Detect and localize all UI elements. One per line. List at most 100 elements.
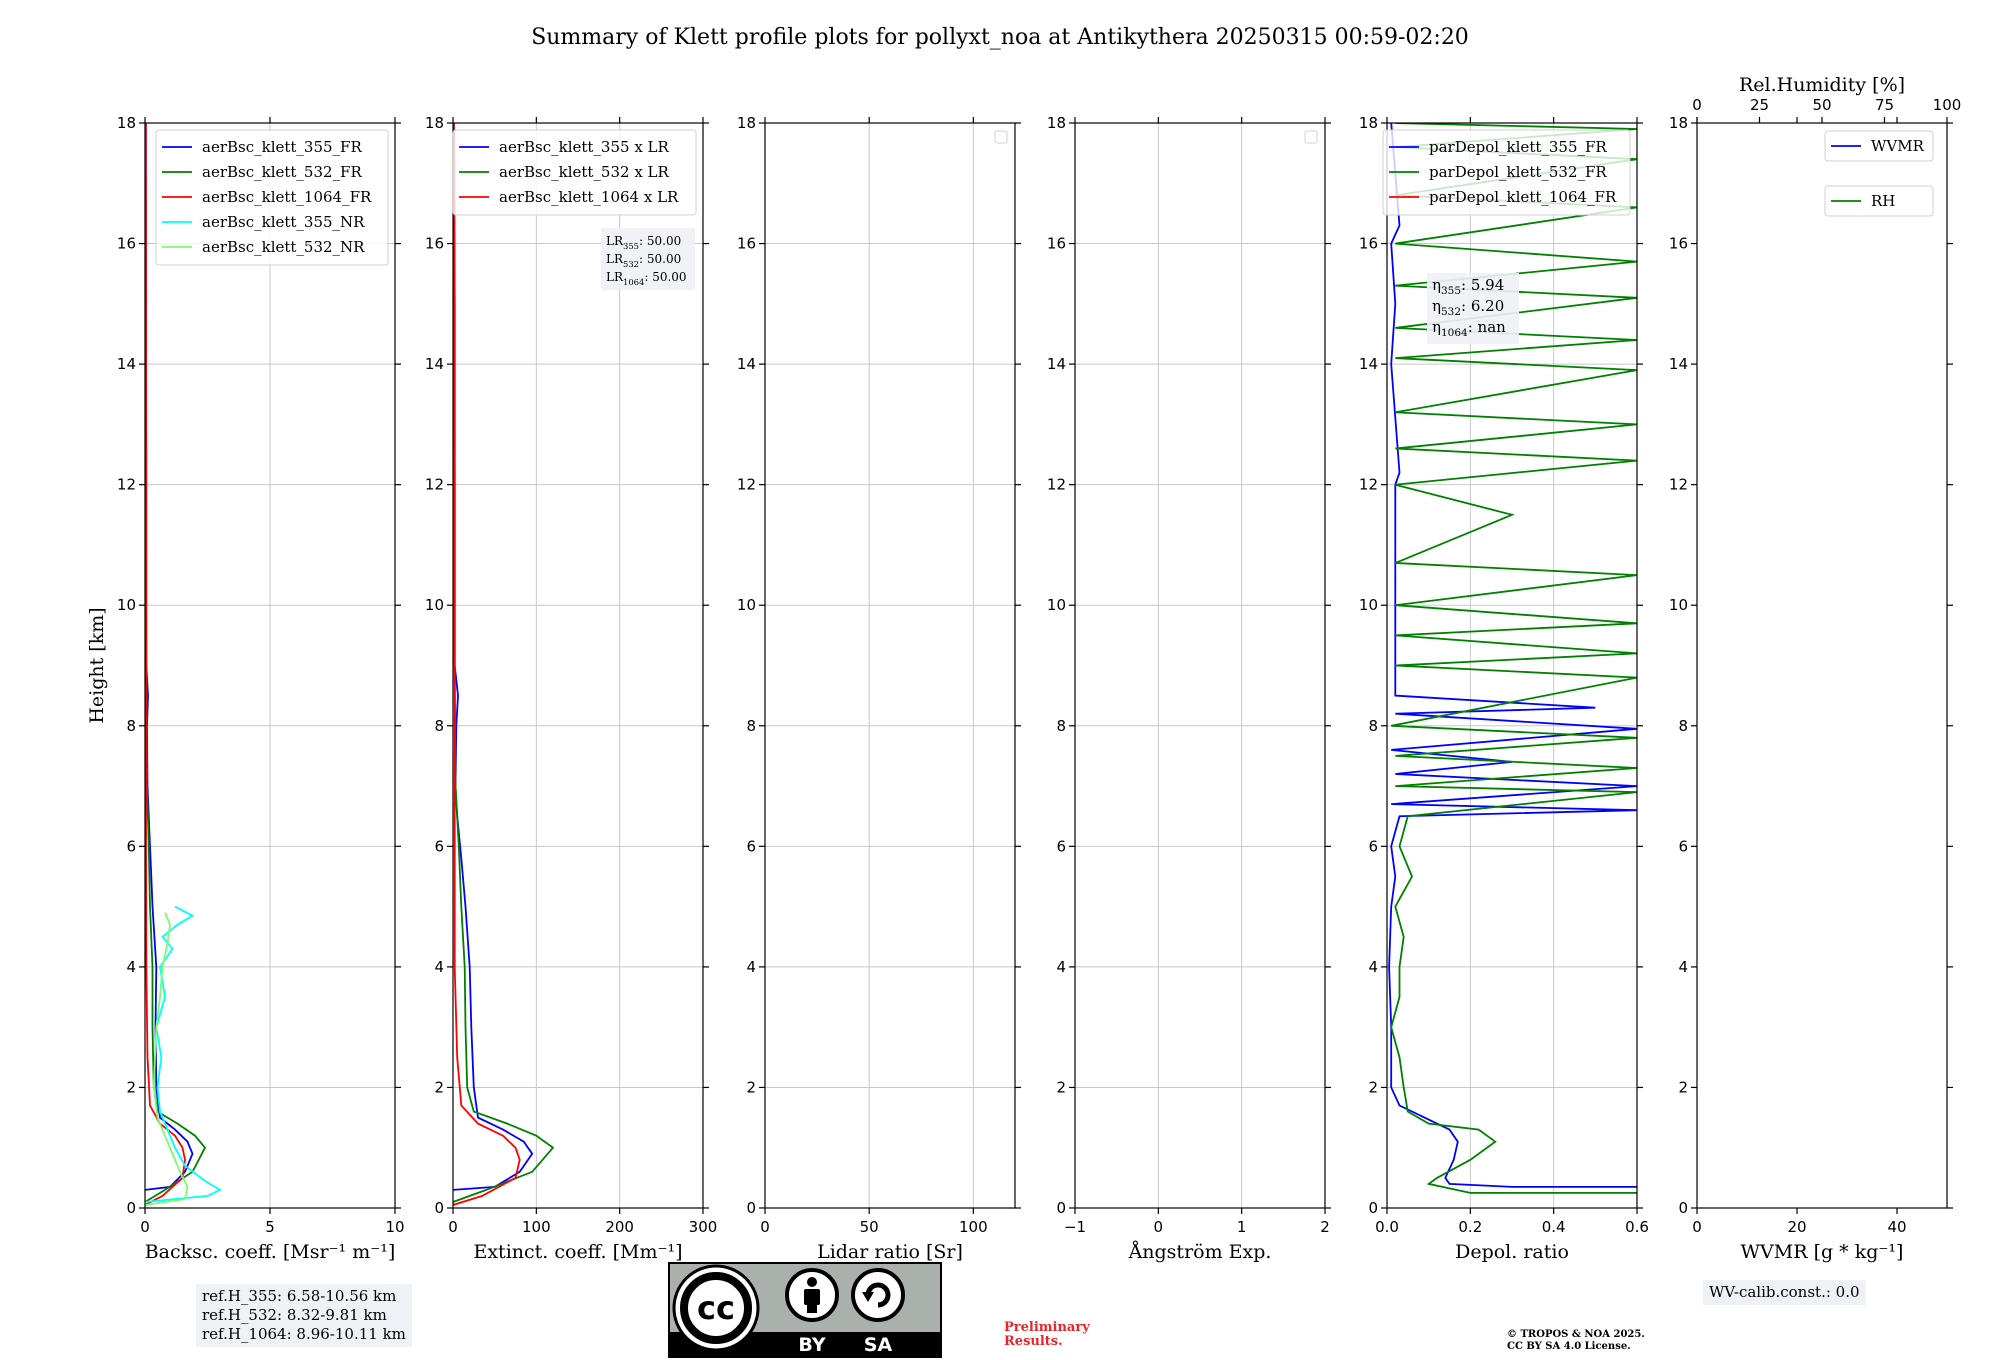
series-group [1388, 123, 1637, 1194]
y-tick-label: 2 [434, 1078, 444, 1096]
y-tick-label: 2 [746, 1078, 756, 1096]
preliminary-line-2: Results. [1004, 1334, 1063, 1349]
x-tick-label: 200 [605, 1218, 634, 1236]
y-tick-label: 0 [1056, 1199, 1066, 1217]
annotation-text: LR532: 50.00 [606, 252, 681, 269]
y-tick-label: 4 [126, 958, 136, 976]
axes-frame [452, 122, 704, 1209]
x-tick-label: −1 [1064, 1218, 1086, 1236]
series-group [453, 123, 555, 1206]
legend-label: aerBsc_klett_532_NR [202, 238, 365, 256]
series-line-3 [453, 123, 521, 1206]
copyright-note: © TROPOS & NOA 2025. CC BY SA 4.0 Licens… [1507, 1329, 1645, 1353]
x-axis-label: Lidar ratio [Sr] [817, 1241, 963, 1263]
panel-2: 0 2 4 6 8 10 12 14 16 18 0 100 200 300 Extinct. coeff.… [425, 114, 717, 1263]
annotation-box [1427, 273, 1519, 344]
y-tick-label: 16 [1047, 235, 1066, 253]
series-line-1 [1388, 123, 1637, 1188]
x-axis-label: WVMR [g * kg⁻¹] [1741, 1241, 1904, 1263]
y-tick-label: 10 [1359, 596, 1378, 614]
annotation-box [601, 228, 695, 290]
y-tick-label: 8 [1056, 717, 1066, 735]
series-line-5 [145, 912, 189, 1206]
legend-label: WVMR [1871, 137, 1925, 155]
top-tick-label: 75 [1875, 96, 1894, 114]
x-tick-label: 0.6 [1625, 1218, 1649, 1236]
y-tick-label: 4 [746, 958, 756, 976]
series-line-4 [145, 905, 222, 1203]
x-tick-label: 100 [522, 1218, 551, 1236]
empty-legend-box [994, 130, 1008, 144]
x-axis-label: Depol. ratio [1455, 1241, 1569, 1263]
x-tick-label: 1 [1237, 1218, 1247, 1236]
panel-1: 0 2 4 6 8 10 12 14 16 18 0 5 10 Backsc. coeff. [Msr⁻¹… [86, 114, 405, 1263]
annotation-text: η532: 6.20 [1432, 297, 1504, 318]
annotation-text: η355: 5.94 [1432, 276, 1504, 297]
x-tick-label: 0 [1154, 1218, 1164, 1236]
x-tick-label: 0.0 [1375, 1218, 1399, 1236]
legend-label: aerBsc_klett_1064 x LR [499, 188, 679, 206]
annotation-text: LR1064: 50.00 [606, 270, 687, 287]
y-tick-label: 16 [737, 235, 756, 253]
y-tick-label: 18 [1669, 114, 1688, 132]
y-tick-label: 12 [425, 476, 444, 494]
y-tick-label: 0 [1368, 1199, 1378, 1217]
series-line-2 [145, 123, 207, 1203]
legend-label: aerBsc_klett_355_NR [202, 213, 365, 231]
panel-5: 0 2 4 6 8 10 12 14 16 18 0.0 0.2 0.4 0.6 Depol. ratio p… [1359, 114, 1649, 1263]
legend-box [452, 129, 697, 216]
legend-box [1382, 129, 1631, 216]
axes-frame [1074, 122, 1326, 1209]
y-tick-label: 12 [117, 476, 136, 494]
top-axis-label: Rel.Humidity [%] [1739, 74, 1905, 96]
y-tick-label: 16 [425, 235, 444, 253]
y-tick-label: 0 [434, 1199, 444, 1217]
y-tick-label: 18 [1359, 114, 1378, 132]
y-tick-label: 4 [1056, 958, 1066, 976]
annotation-text: LR355: 50.00 [606, 234, 681, 251]
y-tick-label: 10 [737, 596, 756, 614]
y-tick-label: 6 [1056, 837, 1066, 855]
y-tick-label: 8 [1368, 717, 1378, 735]
ref-height-1064: ref.H_1064: 8.96-10.11 km [202, 1325, 406, 1343]
y-tick-label: 16 [1359, 235, 1378, 253]
y-tick-label: 2 [1368, 1078, 1378, 1096]
x-tick-label: 10 [385, 1218, 404, 1236]
y-tick-label: 4 [434, 958, 444, 976]
y-tick-label: 4 [1368, 958, 1378, 976]
y-tick-label: 6 [126, 837, 136, 855]
y-tick-label: 2 [126, 1078, 136, 1096]
y-tick-label: 16 [117, 235, 136, 253]
y-tick-label: 14 [425, 355, 444, 373]
y-tick-label: 14 [1669, 355, 1688, 373]
y-tick-label: 10 [117, 596, 136, 614]
y-tick-label: 8 [746, 717, 756, 735]
x-tick-label: 0 [140, 1218, 150, 1236]
legend-label: aerBsc_klett_532_FR [202, 163, 362, 181]
legend-box [1824, 185, 1934, 217]
y-tick-label: 10 [425, 596, 444, 614]
x-axis-label: Extinct. coeff. [Mm⁻¹] [473, 1241, 682, 1263]
legend-box [155, 129, 389, 266]
legend-label: parDepol_klett_355_FR [1429, 138, 1607, 156]
series-line-3 [145, 123, 186, 1206]
y-tick-label: 0 [126, 1199, 136, 1217]
axes-frame [1696, 122, 1948, 1209]
x-tick-label: 40 [1887, 1218, 1906, 1236]
x-tick-label: 100 [959, 1218, 988, 1236]
axes-frame [764, 122, 1016, 1209]
legend-label: aerBsc_klett_532 x LR [499, 163, 670, 181]
y-tick-label: 2 [1056, 1078, 1066, 1096]
y-tick-label: 14 [1047, 355, 1066, 373]
y-tick-label: 14 [737, 355, 756, 373]
x-tick-label: 5 [265, 1218, 275, 1236]
y-tick-label: 0 [746, 1199, 756, 1217]
series-group [145, 123, 222, 1206]
y-tick-label: 18 [1047, 114, 1066, 132]
x-tick-label: 50 [860, 1218, 879, 1236]
legend-box [1824, 130, 1934, 162]
y-tick-label: 6 [746, 837, 756, 855]
y-tick-label: 12 [1047, 476, 1066, 494]
y-tick-label: 6 [434, 837, 444, 855]
